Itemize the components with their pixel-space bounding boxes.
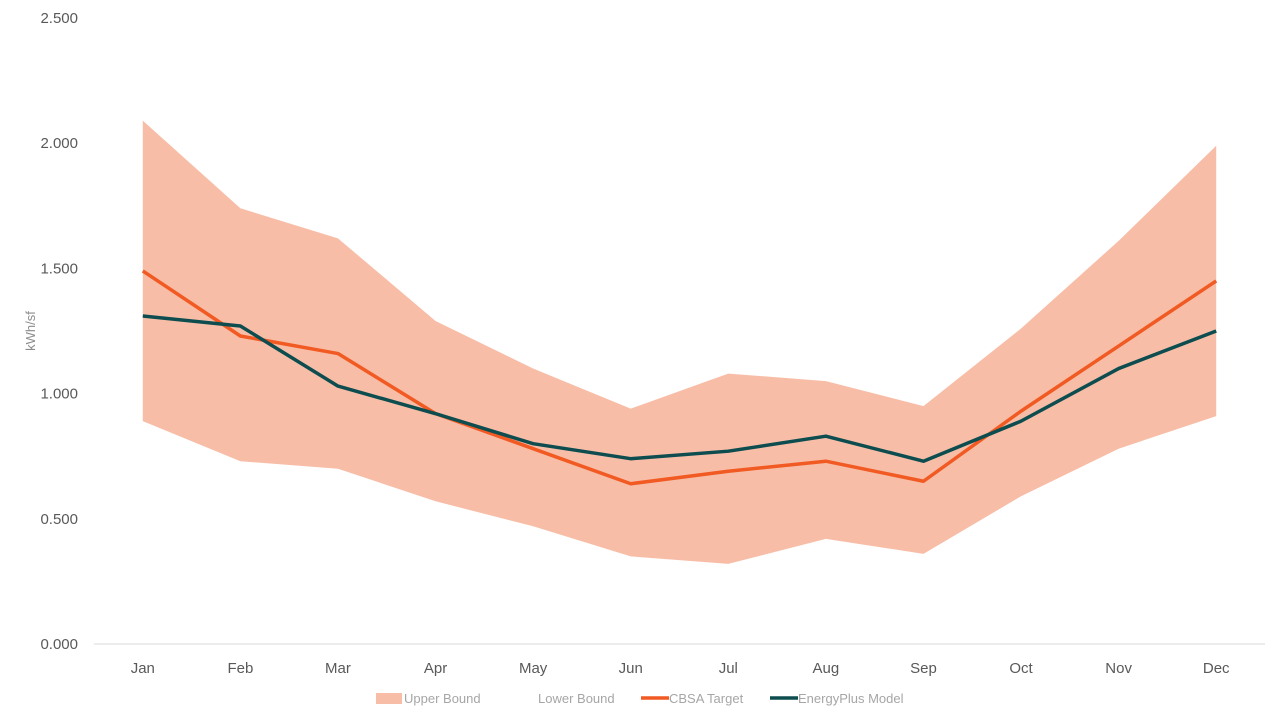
x-axis-ticks: Jan Feb Mar Apr May Jun Jul Aug Sep Oct Nov Dec [131,660,1230,677]
legend: Upper Bound Lower Bound CBSA Target EnergyP… [376,691,904,706]
x-tick-label: Jun [619,660,643,677]
y-axis-ticks: 0.000 0.500 1.000 1.500 2.000 2.500 [40,10,78,653]
legend-swatch-upper-bound [376,693,402,704]
x-tick-label: Jul [719,660,738,677]
y-tick-label: 0.000 [40,636,78,653]
legend-label-upper-bound: Upper Bound [404,691,481,706]
x-tick-label: Mar [325,660,351,677]
legend-label-lower-bound: Lower Bound [538,691,615,706]
x-tick-label: Jan [131,660,155,677]
upper-lower-bound-band [142,120,1217,564]
y-tick-label: 1.000 [40,386,78,403]
x-tick-label: Dec [1203,660,1230,677]
y-tick-label: 2.000 [40,135,78,152]
x-tick-label: Aug [813,660,840,677]
x-tick-label: Apr [424,660,447,677]
x-tick-label: Nov [1105,660,1132,677]
legend-label-cbsa-target: CBSA Target [669,691,744,706]
y-tick-label: 0.500 [40,511,78,528]
legend-swatch-lower-bound [510,693,536,704]
x-tick-label: May [519,660,548,677]
y-tick-label: 1.500 [40,260,78,277]
legend-label-energyplus-model: EnergyPlus Model [798,691,904,706]
x-tick-label: Oct [1009,660,1033,677]
x-tick-label: Sep [910,660,937,677]
y-axis-label: kWh/sf [23,311,38,351]
y-tick-label: 2.500 [40,10,78,27]
energyplus-model-line [142,314,1217,463]
bounds-area-layer [142,120,1217,564]
cbsa-target-line [141,269,1218,486]
series-line-layer [141,269,1218,486]
x-tick-label: Feb [227,660,253,677]
